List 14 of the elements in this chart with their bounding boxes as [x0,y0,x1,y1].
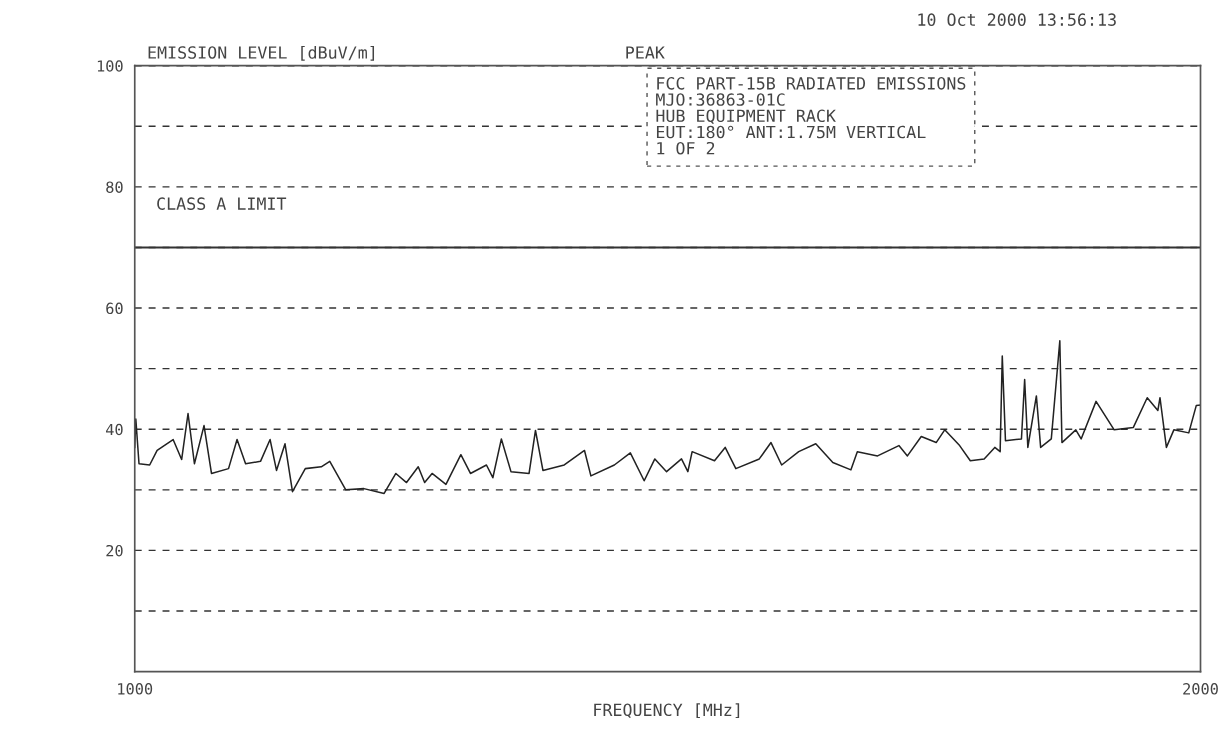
y-axis-title: EMISSION LEVEL [dBuV/m] [148,45,375,61]
y-tick-label: 60 [106,302,123,315]
line-series [134,340,1201,495]
annotation: FCC PART-15B RADIATED EMISSIONS MJO:36863-01C HUB EQUIPMENT RACK EUT:180° ANT:1.75M VERTICAL 1 OF 2 [656,77,966,155]
text: 10 Oct 2000 13:56:13 [918,13,1116,26]
y-tick-label: 40 [106,423,123,436]
x-tick-label: 1000 [118,683,153,695]
y-tick-label: 80 [106,181,123,193]
y-tick-label: 20 [106,544,123,557]
text: PEAK [626,46,665,59]
ref-line-label: CLASS A LIMIT [157,197,287,210]
x-tick-label: 2000 [1183,683,1218,695]
y-tick-label: 100 [97,60,123,72]
x-axis-title: FREQUENCY [MHz] [594,703,740,719]
